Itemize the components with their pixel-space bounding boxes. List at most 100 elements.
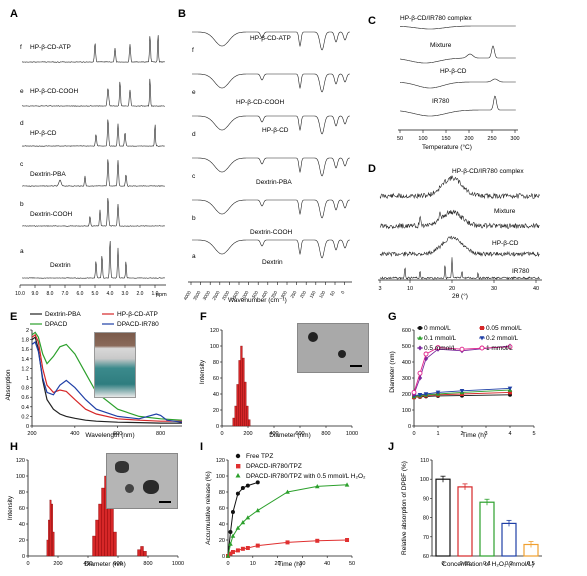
panel-e-series xyxy=(31,331,183,424)
marker xyxy=(459,389,465,394)
y-tick-label: 0 xyxy=(216,424,219,430)
panel-i-legend: Free TPZ DPACD-IR780/TPZ DPACD-IR780/TPZ… xyxy=(235,453,366,480)
marker xyxy=(435,390,441,395)
panel-b-trace-c-id: c xyxy=(192,173,196,180)
y-tick-label: 0 xyxy=(408,424,411,430)
panel-g-axes: 0 100 200 300 400 500 600 0 1 2 3 4 5 xyxy=(402,328,536,437)
x-tick-label: 800 xyxy=(143,561,152,567)
panel-j-bars: 0 0.05 0.1 0.2 0.5 xyxy=(435,475,539,567)
marker xyxy=(479,336,485,341)
y-tick-label: 60 xyxy=(19,506,25,512)
x-tick-label: 3 xyxy=(484,431,487,437)
panel-label-g: G xyxy=(388,311,397,323)
y-tick-label: 300 xyxy=(402,376,411,382)
x-tick-label: 0 xyxy=(26,561,29,567)
xrd-trace xyxy=(379,209,540,230)
marker xyxy=(344,482,350,487)
marker xyxy=(285,489,290,494)
marker xyxy=(245,546,250,550)
y-tick-label: 40 xyxy=(219,522,225,528)
panel-g-legend-6: 1 mmol/L xyxy=(486,345,513,352)
x-tick-label: 0.1 xyxy=(483,561,491,567)
marker xyxy=(459,346,465,352)
marker xyxy=(507,386,513,391)
vial-photo xyxy=(94,332,136,398)
nmr-trace xyxy=(21,240,165,279)
panel-c-dsc: 50 100 150 200 250 300 Temperature (°C) HP-β-… xyxy=(397,15,520,151)
panel-a-trace-a-id: a xyxy=(20,248,24,255)
ftir-trace xyxy=(192,31,350,51)
x-tick-label: 400 xyxy=(261,290,269,299)
x-tick-label: 10.0 xyxy=(15,291,25,297)
panel-a-trace-f-name: HP-β-CD-ATP xyxy=(30,44,71,51)
series-line xyxy=(227,481,258,557)
x-tick-label: 200 xyxy=(27,431,36,437)
x-tick-label: 50 xyxy=(397,136,403,142)
marker xyxy=(479,345,485,351)
y-tick-label: 2 xyxy=(26,328,29,334)
panel-b-trace-d-id: d xyxy=(192,131,196,138)
panel-g-series xyxy=(411,343,513,400)
y-tick-label: 100 xyxy=(420,477,429,483)
panel-d-trace-2-name: Mixture xyxy=(494,208,516,215)
tem-particle xyxy=(125,484,134,493)
marker xyxy=(225,553,231,558)
marker xyxy=(417,370,423,376)
xrd-trace xyxy=(379,235,540,258)
y-tick-label: 80 xyxy=(219,490,225,496)
panel-d-trace-4-name: IR780 xyxy=(512,268,530,275)
panel-e-legend-2: HP-β-CD-ATP xyxy=(117,311,158,318)
panel-g-x-label: Time (h) xyxy=(462,432,486,439)
bar xyxy=(236,384,239,427)
bar xyxy=(98,503,102,557)
panel-i-axes: 0 20 40 60 80 100 120 0 10 20 30 40 50 xyxy=(216,458,355,567)
x-tick-label: 200 xyxy=(243,431,252,437)
xrd-trace xyxy=(379,175,540,200)
ftir-trace xyxy=(192,199,350,219)
bar xyxy=(48,519,50,557)
dsc-trace xyxy=(399,95,516,117)
panel-f-bars xyxy=(232,345,251,427)
y-tick-label: 500 xyxy=(402,344,411,350)
bar xyxy=(92,535,96,557)
panel-a-trace-e-id: e xyxy=(20,88,24,95)
scale-bar xyxy=(350,365,362,367)
x-tick-label: 300 xyxy=(510,136,519,142)
x-tick-label: 4000 xyxy=(183,290,193,302)
panel-d-trace-3-name: HP-β-CD xyxy=(492,240,519,247)
x-tick-label: 1000 xyxy=(172,561,184,567)
marker xyxy=(240,546,245,551)
panel-i-y-label: Accumulative release (%) xyxy=(205,471,212,545)
panel-f-x-label: Diameter (nm) xyxy=(269,432,311,439)
panel-b-traces xyxy=(192,31,350,259)
tem-particle xyxy=(338,350,346,358)
panel-g-legend-3: 0.1 mmol/L xyxy=(424,335,457,342)
x-tick-label: 150 xyxy=(309,290,317,299)
panel-a-nmr: 10.0 9.0 8.0 7.0 6.0 5.0 4.0 3.0 2.0 1.0 ppm f HP… xyxy=(15,35,167,298)
marker xyxy=(508,390,512,395)
marker xyxy=(240,486,245,490)
panel-i-legend-3: DPACD-IR780/TPZ with 0.5 mmol/L H₂O₂ xyxy=(246,473,366,480)
y-tick-label: 120 xyxy=(16,458,25,464)
panel-g-legend-5: 0.5 mmol/L xyxy=(424,345,457,352)
panel-i-x-label: Time (h) xyxy=(278,561,302,568)
bar xyxy=(95,519,99,557)
marker xyxy=(345,538,350,542)
dsc-trace xyxy=(400,25,516,30)
panel-a-trace-b-name: Dextrin-COOH xyxy=(30,211,73,218)
bar xyxy=(435,478,451,557)
marker xyxy=(435,345,441,351)
y-tick-label: 0.6 xyxy=(21,395,29,401)
panel-c-trace-4-name: IR780 xyxy=(432,98,450,105)
x-tick-label: 9.0 xyxy=(32,291,39,297)
y-tick-label: 1.8 xyxy=(21,338,29,344)
tem-particle xyxy=(115,461,129,473)
x-tick-label: 20 xyxy=(275,561,281,567)
panel-a-trace-c-name: Dextrin-PBA xyxy=(30,171,66,178)
panel-d-traces xyxy=(379,175,540,280)
y-tick-label: 120 xyxy=(216,458,225,464)
bar xyxy=(49,499,52,557)
ftir-trace xyxy=(192,115,350,135)
tem-image-f xyxy=(297,323,369,373)
series-line xyxy=(227,484,348,557)
